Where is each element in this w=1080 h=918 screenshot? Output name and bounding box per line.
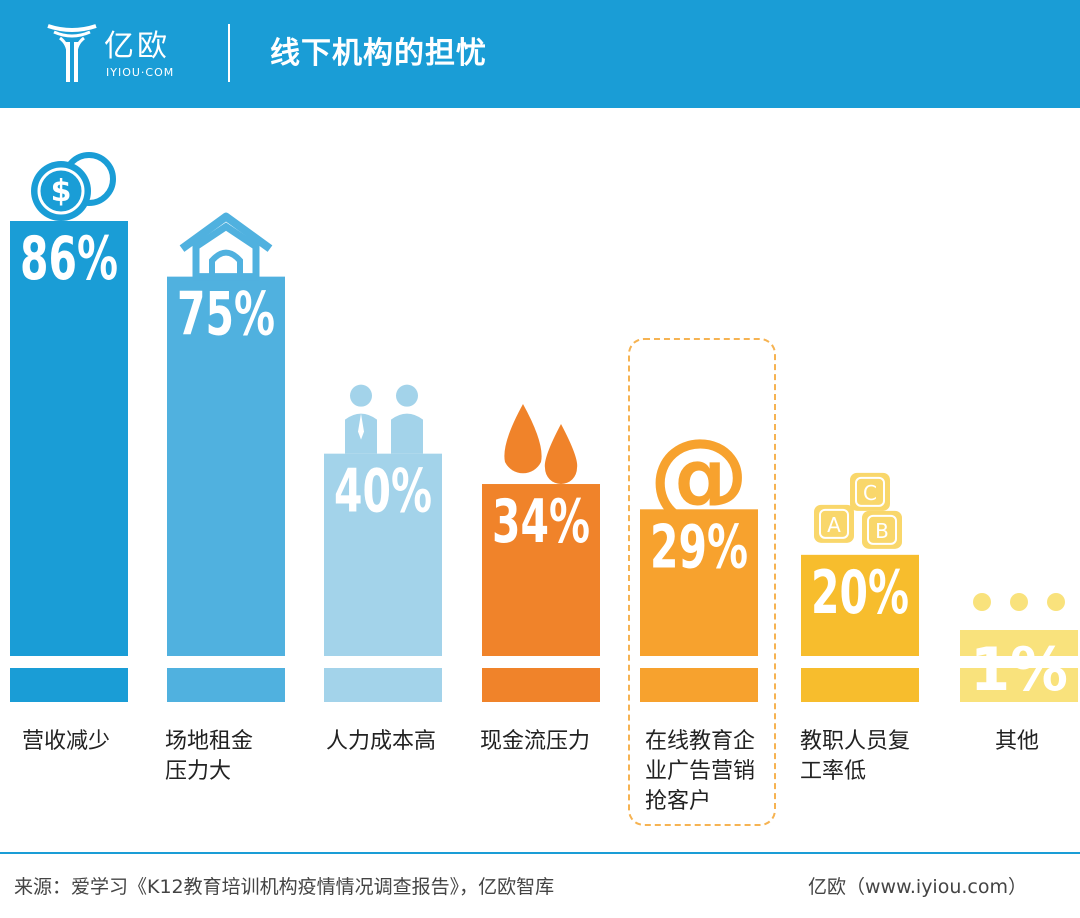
people-icon [345, 384, 423, 454]
house-icon [179, 212, 273, 281]
category-label-line: 教职人员复 [800, 729, 911, 754]
bar-base-strip-6 [960, 668, 1078, 702]
category-label-line: 现金流压力 [480, 729, 591, 754]
bar-base-strip-5 [801, 668, 919, 702]
source-note: 来源：爱学习《K12教育培训机构疫情情况调查报告》，亿欧智库 [14, 876, 555, 898]
dots-icon [973, 593, 1065, 611]
bar-base-strip-0 [10, 668, 128, 702]
category-label-5: 教职人员复 工率低 [800, 727, 940, 787]
bar-base-strip-4 [640, 668, 758, 702]
category-label-1: 场地租金 压力大 [165, 727, 305, 787]
bar-4 [640, 509, 758, 656]
category-label-line: 压力大 [165, 759, 232, 784]
header-divider [228, 24, 230, 82]
category-label-line: 业广告营销 [645, 759, 756, 784]
category-label-6: 其他 [995, 727, 1080, 757]
svg-text:C: C [863, 481, 877, 505]
iyiou-logo-icon [47, 24, 97, 82]
category-label-line: 场地租金 [165, 729, 254, 754]
value-label-1: 75% [177, 280, 275, 350]
category-label-line: 其他 [995, 729, 1040, 754]
logo-subtext: IYIOU·COM [106, 66, 175, 79]
category-label-line: 在线教育企 [645, 729, 756, 754]
value-label-2: 40% [334, 457, 432, 527]
category-label-0: 营收减少 [22, 727, 162, 757]
value-label-5: 20% [811, 558, 909, 628]
highlight-dashed-box [628, 338, 776, 826]
chart-title: 线下机构的担忧 [270, 36, 487, 71]
bar-3 [482, 484, 600, 656]
at-sign-icon: @ [649, 416, 749, 533]
svg-text:@: @ [649, 416, 749, 533]
category-label-4: 在线教育企业广告营销抢客户 [645, 727, 785, 817]
value-label-3: 34% [492, 487, 590, 557]
category-label-line: 人力成本高 [326, 729, 437, 754]
bar-0 [10, 221, 128, 656]
footer-divider [0, 852, 1080, 854]
bar-base-strip-1 [167, 668, 285, 702]
category-label-line: 抢客户 [645, 789, 712, 814]
value-label-0: 86% [20, 224, 118, 294]
svg-text:A: A [827, 513, 841, 537]
water-drops-icon [504, 404, 578, 485]
credit-note: 亿欧（www.iyiou.com） [808, 876, 1028, 898]
bar-6 [960, 630, 1078, 656]
svg-text:B: B [875, 519, 889, 543]
category-label-3: 现金流压力 [480, 727, 620, 757]
dollar-coins-icon: $ [31, 152, 116, 221]
value-label-4: 29% [650, 512, 748, 582]
category-label-line: 工率低 [800, 759, 867, 784]
header-banner: 亿欧 IYIOU·COM 线下机构的担忧 [0, 0, 1080, 108]
bar-1 [167, 276, 285, 656]
category-label-line: 营收减少 [22, 729, 111, 754]
bar-base-strip-2 [324, 668, 442, 702]
logo-text: 亿欧 [104, 29, 170, 64]
value-label-6: 1% [970, 635, 1068, 705]
abc-blocks-icon: CA B [814, 472, 902, 549]
bar-chart: $86% 75% 40% 34% @29% CA B 20% 1% [10, 152, 1078, 705]
svg-text:$: $ [51, 174, 72, 209]
bar-2 [324, 453, 442, 656]
bar-base-strip-3 [482, 668, 600, 702]
category-label-2: 人力成本高 [326, 727, 466, 757]
bar-5 [801, 554, 919, 656]
